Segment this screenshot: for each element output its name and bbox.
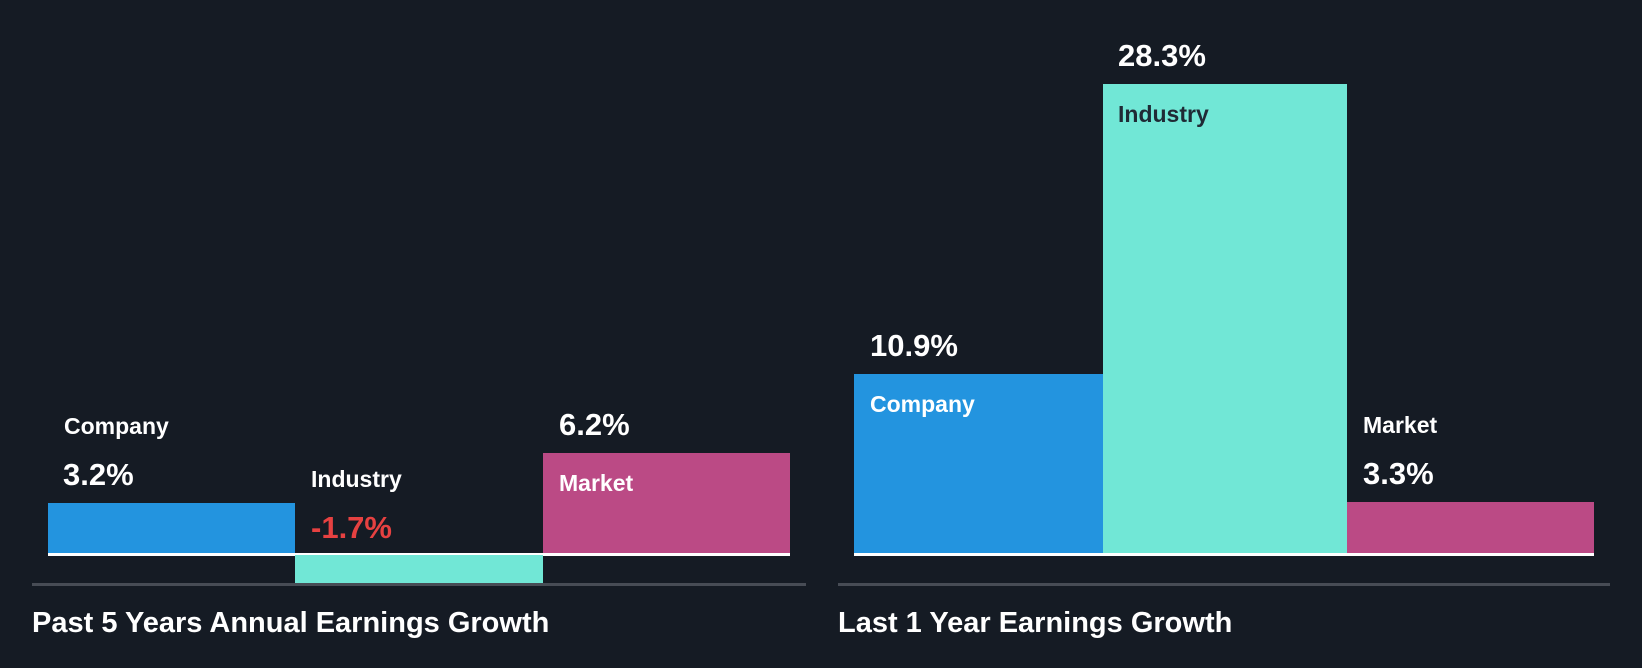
label-market-1y: Market: [1363, 412, 1438, 438]
value-company-5y: 3.2%: [63, 457, 134, 492]
divider-1y: [838, 583, 1610, 586]
title-5y: Past 5 Years Annual Earnings Growth: [32, 607, 550, 639]
divider-5y: [32, 583, 806, 586]
label-company-1y: Company: [870, 391, 975, 417]
value-company-1y: 10.9%: [870, 328, 958, 363]
value-industry-1y: 28.3%: [1118, 38, 1206, 73]
baseline-1y: [854, 553, 1594, 556]
bar-market-5y: [543, 453, 790, 554]
value-market-1y: 3.3%: [1363, 456, 1434, 491]
label-company-5y: Company: [64, 413, 169, 439]
bar-industry-1y: [1103, 84, 1347, 554]
label-industry-5y: Industry: [311, 466, 402, 492]
bar-industry-5y-top: [295, 555, 543, 584]
label-industry-1y: Industry: [1118, 101, 1209, 127]
bar-company-5y: [48, 503, 295, 554]
value-industry-5y: -1.7%: [311, 510, 392, 545]
bar-company-1y: [854, 374, 1103, 554]
bar-market-1y: [1347, 502, 1594, 554]
title-1y: Last 1 Year Earnings Growth: [838, 607, 1233, 639]
baseline-5y: [48, 553, 790, 556]
value-market-5y: 6.2%: [559, 407, 630, 442]
label-market-5y: Market: [559, 470, 634, 496]
